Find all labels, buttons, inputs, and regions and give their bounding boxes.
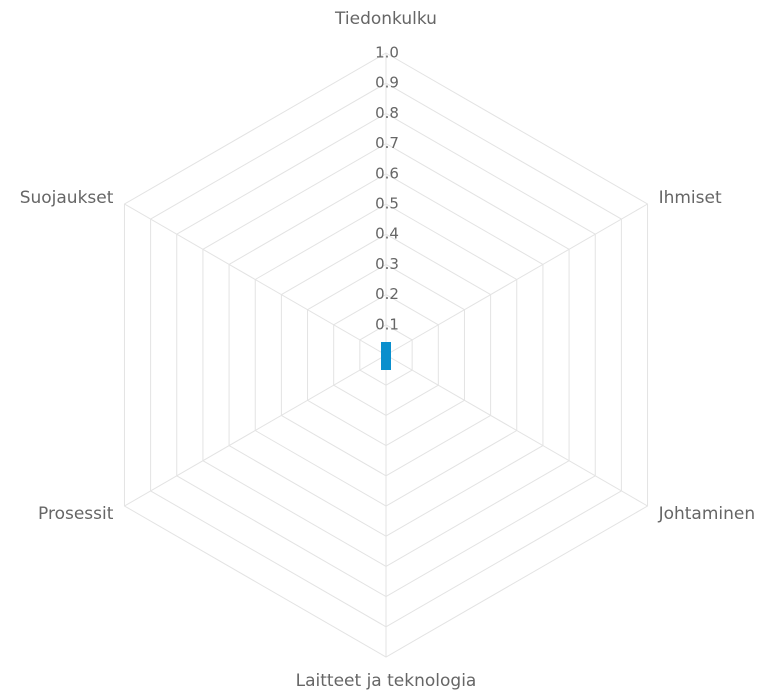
category-label: Prosessit: [38, 504, 114, 524]
tick-label: 0.6: [375, 164, 399, 182]
tick-label: 0.1: [375, 315, 399, 333]
spoke: [385, 203, 648, 356]
tick-label: 1.0: [375, 44, 399, 62]
tick-label: 0.5: [375, 195, 399, 213]
tick-label: 0.2: [375, 285, 399, 303]
tick-label: 0.3: [375, 255, 399, 273]
category-label: Tiedonkulku: [334, 9, 437, 29]
tick-label: 0.9: [375, 74, 399, 92]
category-label: Johtaminen: [658, 504, 756, 524]
spoke: [124, 203, 387, 356]
category-label: Suojaukset: [20, 188, 114, 208]
spoke: [124, 354, 387, 507]
data-point: [381, 342, 391, 370]
category-label: Laitteet ja teknologia: [296, 671, 477, 691]
spoke: [385, 354, 648, 507]
tick-label: 0.4: [375, 225, 399, 243]
category-label: Ihmiset: [659, 188, 722, 208]
tick-label: 0.8: [375, 104, 399, 122]
tick-label: 0.7: [375, 134, 399, 152]
